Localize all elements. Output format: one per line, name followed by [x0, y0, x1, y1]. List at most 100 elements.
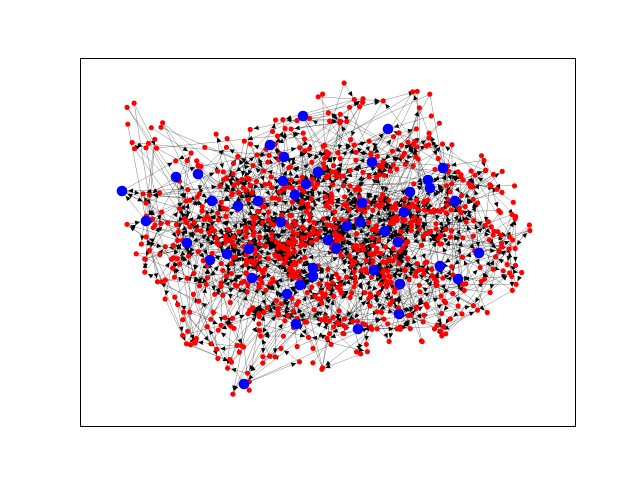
- graph-node: [206, 230, 212, 236]
- graph-edge: [383, 100, 415, 142]
- edge-arrowhead: [190, 232, 195, 239]
- graph-node: [325, 266, 331, 272]
- edge-arrowhead: [164, 290, 169, 296]
- edge-arrowhead: [312, 313, 319, 318]
- edge-arrowhead: [466, 225, 471, 231]
- graph-node: [332, 169, 339, 175]
- graph-node: [478, 153, 485, 159]
- graph-edge: [121, 190, 219, 221]
- graph-node: [308, 239, 314, 245]
- graph-node: [231, 182, 237, 188]
- graph-node: [426, 135, 432, 141]
- edge-arrowhead: [357, 141, 364, 146]
- graph-node: [406, 277, 412, 283]
- edge-arrowhead: [380, 186, 385, 192]
- edge-arrowhead: [388, 326, 394, 332]
- edge-arrowhead: [351, 203, 357, 209]
- edge-arrowhead: [299, 332, 306, 338]
- edge-arrowhead: [201, 193, 207, 198]
- graph-node: [390, 246, 396, 252]
- graph-node: [284, 247, 290, 253]
- edge-arrowhead: [179, 326, 184, 332]
- edge-arrowhead: [422, 287, 428, 292]
- edge-arrowhead: [227, 228, 233, 234]
- graph-node: [363, 257, 369, 263]
- graph-edge: [227, 367, 248, 374]
- graph-node: [462, 204, 468, 210]
- edge-arrowhead: [337, 162, 343, 168]
- graph-node: [311, 307, 317, 313]
- graph-node: [236, 229, 242, 235]
- graph-node: [267, 353, 273, 359]
- graph-node: [356, 104, 363, 110]
- graph-node: [326, 151, 332, 157]
- edge-arrowhead: [209, 221, 216, 226]
- graph-node: [250, 214, 256, 220]
- edge-arrowhead: [362, 273, 367, 279]
- graph-node: [266, 152, 272, 158]
- edge-arrowhead: [301, 329, 307, 335]
- graph-hub-node: [449, 195, 461, 207]
- edge-arrowhead: [127, 193, 133, 199]
- graph-hub-node: [434, 260, 446, 272]
- graph-node: [337, 233, 343, 239]
- graph-node: [427, 91, 433, 97]
- graph-edge: [217, 313, 259, 359]
- graph-node: [215, 168, 221, 174]
- edge-arrowhead: [277, 249, 283, 255]
- graph-node: [197, 283, 203, 289]
- edge-arrowhead: [307, 152, 313, 158]
- graph-node: [236, 349, 242, 355]
- edge-arrowhead: [264, 331, 270, 336]
- edge-arrowhead: [398, 251, 404, 257]
- edge-arrowhead: [389, 263, 394, 269]
- graph-node: [217, 183, 223, 189]
- graph-edge: [509, 236, 513, 291]
- edge-arrowhead: [280, 228, 285, 234]
- edge-arrowhead: [156, 243, 162, 249]
- edge-arrowhead: [226, 317, 232, 323]
- edge-arrowhead: [243, 194, 250, 200]
- graph-node: [448, 228, 455, 234]
- edge-arrowhead: [189, 167, 195, 172]
- graph-node: [414, 88, 420, 94]
- graph-node: [509, 287, 515, 293]
- edge-arrowhead: [257, 162, 263, 168]
- edge-arrowhead: [378, 133, 384, 139]
- edge-arrowhead: [218, 204, 223, 210]
- edge-arrowhead: [422, 221, 428, 227]
- graph-node: [491, 228, 497, 234]
- edge-arrowhead: [403, 320, 408, 327]
- graph-node: [329, 199, 335, 205]
- graph-edge: [473, 220, 494, 270]
- graph-edge: [246, 144, 271, 191]
- graph-edge: [189, 232, 210, 313]
- graph-hub-node: [232, 200, 244, 212]
- graph-node: [331, 324, 337, 330]
- edge-arrowhead: [360, 181, 365, 187]
- edge-arrowhead: [236, 166, 242, 172]
- edge-arrowhead: [367, 193, 373, 199]
- graph-node: [183, 198, 189, 204]
- graph-node: [170, 243, 176, 249]
- graph-edge: [188, 256, 191, 345]
- graph-node: [490, 232, 496, 238]
- graph-node: [360, 96, 366, 102]
- edge-arrowhead: [224, 320, 230, 326]
- edge-arrowhead: [239, 222, 244, 229]
- edge-arrowhead: [337, 144, 343, 150]
- edge-arrowhead: [345, 233, 352, 239]
- graph-node: [334, 237, 340, 243]
- edge-arrowhead: [246, 201, 253, 207]
- graph-node: [326, 205, 332, 211]
- edge-arrowhead: [294, 125, 300, 131]
- graph-node: [196, 298, 202, 304]
- graph-node: [273, 298, 280, 304]
- edge-arrowhead: [266, 272, 272, 278]
- edge-arrowhead: [435, 189, 441, 195]
- edge-arrowhead: [249, 256, 255, 261]
- edge-arrowhead: [188, 231, 195, 237]
- edge-arrowhead: [378, 303, 383, 309]
- graph-node: [316, 296, 322, 302]
- edge-arrowhead: [416, 185, 423, 191]
